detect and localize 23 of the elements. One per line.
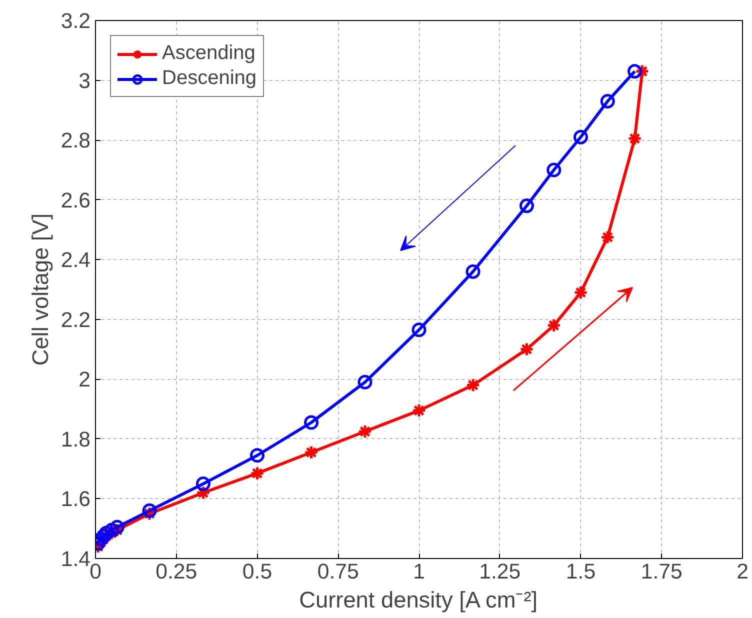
x-axis-title: Current density [A cm⁻²] [299, 586, 538, 612]
x-tick-label: 1.5 [566, 560, 596, 584]
x-tick-label: 1.25 [479, 560, 521, 584]
x-tick-label: 1 [413, 560, 425, 584]
x-tick-label: 2 [736, 560, 748, 584]
y-tick-label: 2.4 [60, 248, 91, 272]
y-tick-label: 2.2 [60, 308, 91, 332]
y-tick-label: 2.8 [60, 128, 91, 153]
x-tick-label: 0.25 [156, 560, 198, 584]
x-tick-label: 0.75 [317, 560, 359, 584]
y-tick-label: 1.8 [60, 427, 91, 452]
y-tick-label: 2.6 [60, 188, 91, 212]
y-tick-label: 1.6 [60, 487, 91, 512]
y-tick-label: 3.2 [60, 9, 91, 33]
x-tick-label: 1.75 [640, 560, 682, 584]
y-tick-label: 1.4 [60, 547, 91, 571]
x-tick-label: 0 [90, 560, 102, 584]
legend-label: Ascending [162, 42, 256, 65]
legend-label: Descening [162, 67, 257, 90]
y-axis-title: Cell voltage [V] [26, 213, 53, 366]
x-tick-label: 0.5 [242, 560, 272, 584]
y-tick-label: 3 [78, 68, 91, 93]
y-tick-label: 2 [78, 368, 91, 392]
